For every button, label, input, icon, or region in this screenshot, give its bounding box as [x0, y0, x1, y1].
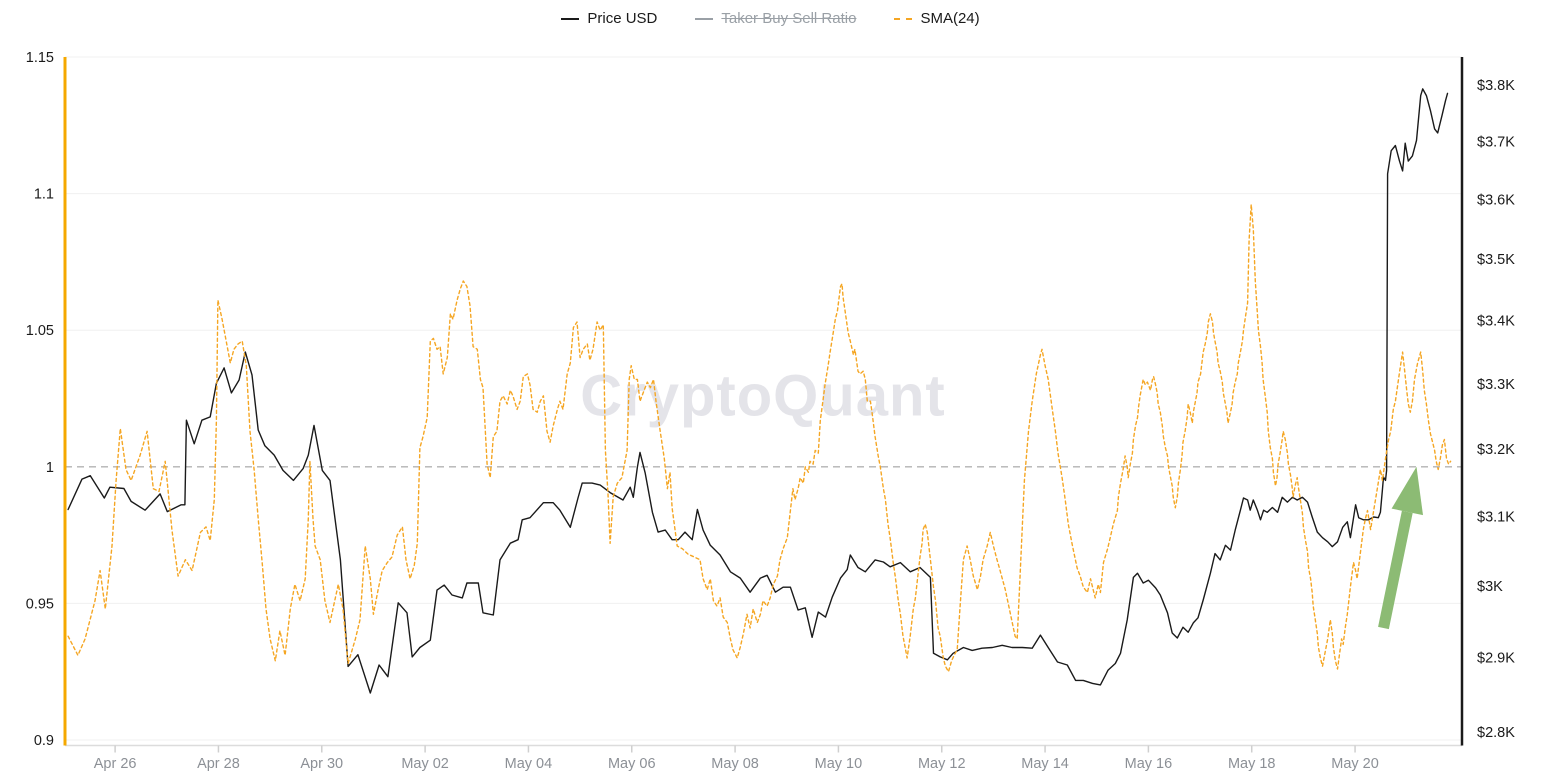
- gridlines: [65, 56, 1462, 741]
- svg-text:0.95: 0.95: [26, 596, 54, 612]
- svg-text:$3.7K: $3.7K: [1477, 135, 1515, 151]
- legend-item-taker-buy-sell-ratio[interactable]: Taker Buy Sell Ratio: [695, 10, 856, 27]
- svg-text:$3.6K: $3.6K: [1477, 193, 1515, 209]
- green-up-arrow: [1378, 466, 1423, 630]
- svg-text:May 14: May 14: [1021, 756, 1069, 772]
- svg-text:$3.2K: $3.2K: [1477, 442, 1515, 458]
- svg-text:May 10: May 10: [815, 756, 863, 772]
- taker-buy-sell-ratio-line-swatch-icon: [695, 17, 714, 20]
- chart-legend: Price USD Taker Buy Sell Ratio SMA(24): [0, 10, 1541, 27]
- svg-text:0.9: 0.9: [34, 733, 54, 749]
- svg-text:May 06: May 06: [608, 756, 656, 772]
- svg-text:Apr 30: Apr 30: [300, 756, 343, 772]
- svg-text:May 18: May 18: [1228, 756, 1276, 772]
- svg-text:May 08: May 08: [711, 756, 759, 772]
- svg-text:May 20: May 20: [1331, 756, 1379, 772]
- legend-label-price-usd: Price USD: [587, 10, 658, 27]
- legend-item-sma-24[interactable]: SMA(24): [894, 10, 980, 27]
- cryptoquant-watermark: CryptoQuant: [580, 363, 946, 429]
- svg-text:1.05: 1.05: [26, 323, 54, 339]
- legend-label-taker-buy-sell-ratio: Taker Buy Sell Ratio: [721, 10, 857, 27]
- legend-label-sma-24: SMA(24): [920, 10, 980, 27]
- svg-text:May 12: May 12: [918, 756, 966, 772]
- svg-text:1.15: 1.15: [26, 50, 54, 66]
- svg-text:May 02: May 02: [401, 756, 449, 772]
- svg-text:Apr 28: Apr 28: [197, 756, 240, 772]
- svg-text:1: 1: [46, 460, 54, 476]
- svg-text:$3.8K: $3.8K: [1477, 78, 1515, 94]
- svg-text:$2.8K: $2.8K: [1477, 725, 1515, 741]
- svg-text:1.1: 1.1: [34, 187, 54, 203]
- series-lines: [67, 88, 1452, 694]
- legend-item-price-usd[interactable]: Price USD: [561, 10, 657, 27]
- svg-text:$3.1K: $3.1K: [1477, 509, 1515, 525]
- svg-text:$3.4K: $3.4K: [1477, 314, 1515, 330]
- svg-text:$3.3K: $3.3K: [1477, 377, 1515, 393]
- svg-text:May 16: May 16: [1125, 756, 1173, 772]
- svg-text:May 04: May 04: [505, 756, 553, 772]
- svg-text:Apr 26: Apr 26: [94, 756, 137, 772]
- sma-24-line-swatch-icon: [894, 17, 913, 20]
- svg-text:$3.5K: $3.5K: [1477, 252, 1515, 268]
- axes: Apr 26 Apr 28 Apr 30 May 02 May 04 May 06 May …: [26, 50, 1515, 772]
- price-usd-line-swatch-icon: [561, 17, 580, 20]
- svg-text:$3K: $3K: [1477, 579, 1503, 595]
- svg-text:$2.9K: $2.9K: [1477, 651, 1515, 667]
